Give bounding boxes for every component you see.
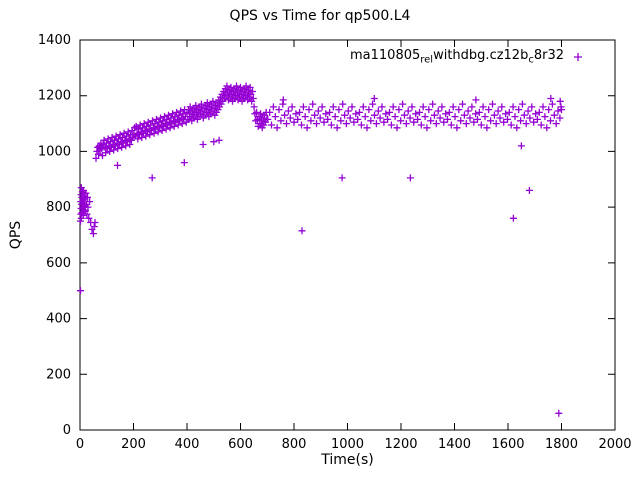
y-tick-label: 0 [63,423,71,438]
x-tick-label: 1000 [331,437,364,452]
x-axis-label: Time(s) [321,452,374,468]
y-axis-label: QPS [8,220,24,250]
x-tick-label: 800 [282,437,307,452]
y-tick-label: 400 [46,312,71,327]
y-tick-label: 600 [46,256,71,271]
y-tick-label: 1000 [38,144,71,159]
y-tick-label: 1400 [38,33,71,48]
legend-marker-icon [574,53,582,61]
x-tick-label: 600 [228,437,253,452]
axis-ticks [79,39,616,431]
x-tick-label: 200 [121,437,146,452]
x-tick-label: 0 [76,437,84,452]
x-tick-label: 1600 [491,437,524,452]
y-tick-label: 800 [46,200,71,215]
data-points [77,82,565,417]
legend-part: rel [420,54,434,66]
legend-part: ma110805 [350,48,421,63]
x-tick-label: 1800 [545,437,578,452]
plot-border [79,39,616,431]
x-tick-label: 1200 [384,437,417,452]
x-tick-label: 2000 [598,437,631,452]
legend-part: withdbg.cz12b [433,48,529,63]
y-tick-label: 1200 [38,89,71,104]
legend-part: c [528,54,534,66]
y-tick-label: 200 [46,367,71,382]
x-tick-label: 400 [175,437,200,452]
legend-part: 8r32 [533,48,564,63]
legend-label: ma110805relwithdbg.cz12bc8r32 [350,48,564,66]
chart-title: QPS vs Time for qp500.L4 [229,8,411,24]
x-tick-label: 1400 [438,437,471,452]
